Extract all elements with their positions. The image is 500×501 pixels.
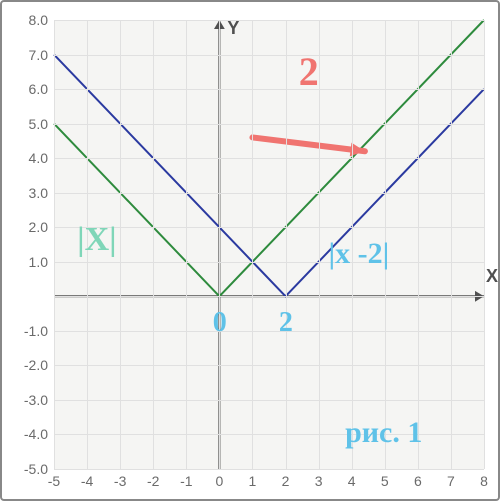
y-axis-title: Y [227,18,239,39]
shift-arrow [252,137,364,151]
figure-caption: pиc. 1 [345,416,422,450]
x-tick-label: -4 [81,473,93,489]
grid-line-horizontal [54,20,484,21]
plot-area [54,20,484,469]
vertex-two: 2 [279,307,293,339]
grid-line-vertical [186,20,187,469]
grid-line-horizontal [54,124,484,125]
x-tick-label: -1 [180,473,192,489]
grid-line-vertical [451,20,452,469]
y-tick-label: -5.0 [24,461,48,477]
grid-line-vertical [219,20,220,469]
x-tick-label: 2 [282,473,290,489]
x-tick-label: 6 [414,473,422,489]
chart-frame: X Y -5 -4 -3 -2 -1 0 1 2 3 4 5 6 7 8 -5.0 -4.0 -3.0 -2.0 -… [0,0,500,501]
x-tick-label: 0 [215,473,223,489]
x-tick-label: 7 [447,473,455,489]
grid-line-vertical [484,20,485,469]
grid-line-vertical [153,20,154,469]
grid-line-horizontal [54,89,484,90]
x-tick-label: 4 [348,473,356,489]
y-tick-label: -2.0 [24,357,48,373]
origin-zero: 0 [213,307,227,339]
x-tick-label: 3 [315,473,323,489]
y-tick-label: -4.0 [24,426,48,442]
grid-line-horizontal [54,469,484,470]
grid-line-vertical [418,20,419,469]
grid-line-vertical [252,20,253,469]
grid-line-horizontal [54,158,484,159]
abs-x-2-label: |x -2| [329,237,390,271]
grid-line-vertical [54,20,55,469]
y-tick-label: 7.0 [29,47,48,63]
grid-line-horizontal [54,331,484,332]
y-tick-label: -1.0 [24,323,48,339]
y-tick-label: 8.0 [29,12,48,28]
x-tick-label: -5 [48,473,60,489]
grid-line-horizontal [54,400,484,401]
y-tick-label: 2.0 [29,219,48,235]
x-tick-label: -2 [147,473,159,489]
y-tick-label: 6.0 [29,81,48,97]
plot-svg [54,20,484,469]
grid-line-horizontal [54,365,484,366]
grid-line-vertical [120,20,121,469]
grid-line-horizontal [54,296,484,297]
y-tick-label: 4.0 [29,150,48,166]
x-tick-label: 8 [480,473,488,489]
grid-line-horizontal [54,262,484,263]
y-tick-label: 3.0 [29,185,48,201]
grid-line-vertical [286,20,287,469]
y-tick-label: 1.0 [29,254,48,270]
x-axis-title: X [486,266,498,287]
y-tick-label: 5.0 [29,116,48,132]
abs-x-label: |X| [77,221,117,259]
shift-amount: 2 [299,48,319,95]
x-tick-label: 5 [381,473,389,489]
grid-line-horizontal [54,55,484,56]
grid-line-horizontal [54,227,484,228]
x-tick-label: 1 [249,473,257,489]
y-tick-label: -3.0 [24,392,48,408]
grid-line-horizontal [54,193,484,194]
series-abs-x-minus-2 [54,55,484,297]
x-tick-label: -3 [114,473,126,489]
